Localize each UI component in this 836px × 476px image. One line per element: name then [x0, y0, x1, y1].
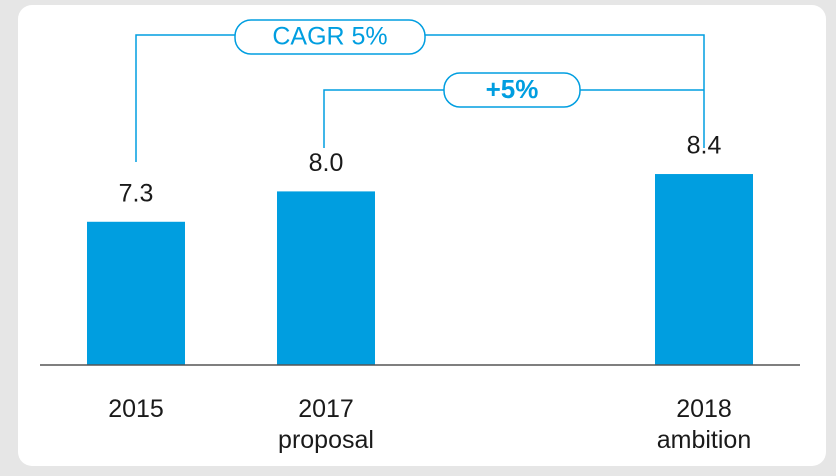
annotation-box	[443, 72, 581, 108]
value-label: 7.3	[119, 179, 154, 207]
panel	[18, 5, 826, 466]
annotation: CAGR 5%	[272, 23, 387, 51]
value-label: 8.0	[309, 149, 344, 177]
bar	[87, 221, 185, 365]
annotation: +5%	[486, 74, 539, 104]
x-tick-label: 2017 proposal	[278, 395, 374, 454]
bar	[655, 174, 753, 365]
bracket	[323, 89, 444, 148]
bracket	[425, 34, 705, 148]
bar	[277, 191, 375, 365]
x-tick-label: 2018 ambition	[656, 395, 752, 454]
annotation-box	[234, 19, 426, 55]
bracket	[135, 34, 235, 162]
value-label: 8.4	[687, 132, 722, 160]
x-tick-label: 2015	[108, 395, 164, 423]
